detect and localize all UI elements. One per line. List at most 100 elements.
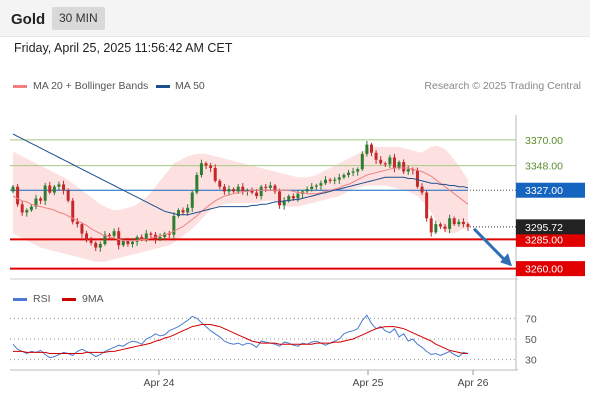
candle: [52, 184, 56, 196]
candle-body: [347, 172, 351, 176]
candle-body: [163, 233, 167, 238]
candle-body: [158, 237, 162, 240]
candle-body: [204, 163, 208, 166]
candle: [392, 153, 396, 173]
candle-body: [291, 196, 295, 199]
candle-body: [135, 237, 139, 242]
candle: [218, 179, 222, 190]
level-label-3327.00: 3327.00: [525, 185, 563, 197]
candle: [34, 194, 38, 210]
candle: [75, 218, 79, 228]
candle-body: [342, 175, 346, 178]
candle-body: [213, 167, 217, 181]
candle: [402, 159, 406, 175]
candle: [379, 156, 383, 166]
candle: [383, 161, 387, 168]
candle: [282, 197, 286, 210]
candle-body: [457, 221, 461, 225]
candle: [232, 187, 236, 194]
level-label-3260.00: 3260.00: [525, 264, 563, 276]
candle-body: [245, 190, 249, 192]
candle: [43, 182, 47, 205]
candle: [457, 219, 461, 227]
rsi-ma-legend-swatch: [62, 298, 76, 301]
candle: [324, 176, 328, 185]
candle: [112, 228, 116, 240]
candle: [319, 180, 323, 190]
candle-body: [199, 163, 203, 176]
candle-body: [11, 186, 15, 192]
projection-arrow-head: [500, 253, 512, 267]
candle-body: [434, 224, 438, 233]
rsi-tick-label-70: 70: [525, 313, 537, 325]
candle: [25, 208, 29, 217]
candle-body: [43, 185, 47, 201]
candle: [209, 162, 213, 173]
candle-body: [227, 189, 231, 192]
candle-body: [287, 196, 291, 201]
candle-body: [108, 234, 112, 236]
candle-body: [16, 186, 20, 205]
candle: [420, 183, 424, 196]
candle: [190, 190, 194, 212]
candle-body: [112, 231, 116, 236]
ma20-line: [12, 167, 469, 241]
candle-body: [278, 191, 282, 206]
candle: [245, 188, 249, 196]
candle-body: [268, 185, 272, 188]
ma50-line: [12, 133, 469, 216]
candle-body: [75, 221, 79, 225]
candle-body: [48, 185, 52, 193]
candle-body: [57, 184, 61, 187]
candle-body: [351, 171, 355, 173]
candle: [241, 183, 245, 195]
candle: [140, 234, 144, 242]
candle: [438, 222, 442, 230]
candle: [108, 232, 112, 239]
candle-body: [448, 218, 452, 229]
candle: [85, 230, 89, 243]
candle: [172, 212, 176, 239]
candle: [264, 184, 268, 193]
ma50-legend-swatch: [156, 85, 170, 88]
candle-body: [333, 179, 337, 181]
candle-body: [328, 179, 332, 181]
credit-text: Research © 2025 Trading Central: [424, 80, 581, 92]
candle-body: [232, 189, 236, 192]
candle: [103, 231, 107, 246]
candle: [48, 181, 52, 195]
candle-body: [20, 204, 24, 213]
candle-body: [218, 180, 222, 187]
ma50-legend-label: MA 50: [175, 80, 205, 92]
candle-body: [186, 207, 190, 213]
candle: [369, 142, 373, 157]
candle: [66, 188, 70, 203]
candle: [278, 188, 282, 209]
candle-body: [89, 240, 93, 243]
candle-body: [250, 190, 254, 193]
candle-body: [411, 169, 415, 171]
candle: [360, 151, 364, 171]
candle: [411, 167, 415, 175]
candle-body: [365, 144, 369, 154]
candle-body: [406, 169, 410, 172]
candle: [117, 227, 121, 250]
candle: [98, 241, 102, 252]
candle-body: [144, 233, 148, 240]
rsi-ma-legend-label: 9MA: [82, 293, 104, 305]
candle: [195, 172, 199, 195]
candle: [227, 185, 231, 196]
timeframe-button[interactable]: 30 MIN: [52, 7, 105, 30]
candle-body: [121, 240, 125, 246]
candle: [461, 218, 465, 228]
candle: [20, 200, 24, 216]
candle-body: [415, 170, 419, 187]
candle-body: [402, 162, 406, 172]
level-label-3370.00: 3370.00: [525, 135, 563, 147]
candle-body: [337, 177, 341, 180]
level-tag-3285.00: [516, 231, 585, 247]
projection-arrow-line: [472, 227, 509, 264]
candle-body: [264, 186, 268, 188]
candle: [415, 167, 419, 189]
